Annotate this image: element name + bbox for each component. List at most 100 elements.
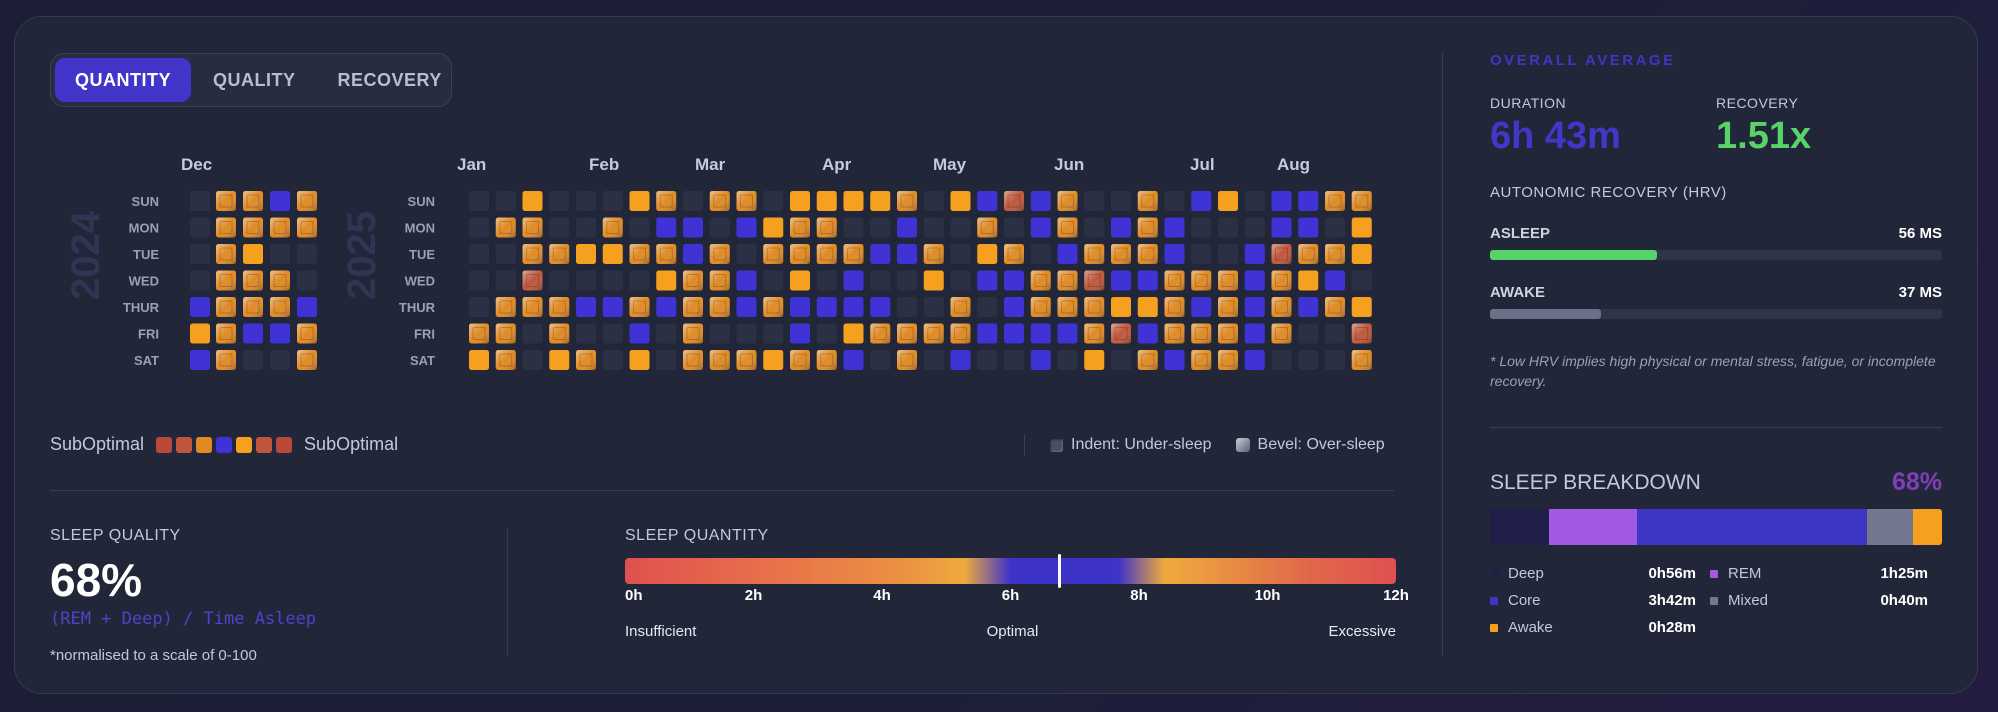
heatmap-cell bbox=[1030, 297, 1051, 317]
heatmap-cell bbox=[870, 244, 891, 264]
year-label-2025: 2025 bbox=[340, 211, 384, 300]
hrv-awake-fill bbox=[1490, 309, 1601, 319]
heatmap-cell bbox=[1244, 217, 1265, 238]
month-label: Mar bbox=[695, 155, 726, 174]
heatmap-cell bbox=[816, 217, 837, 238]
heatmap-cell bbox=[1191, 191, 1212, 211]
heatmap-cell bbox=[763, 323, 784, 344]
heatmap-cell bbox=[469, 323, 489, 344]
heatmap-cell bbox=[1004, 217, 1024, 238]
indent-label: Indent: Under-sleep bbox=[1071, 436, 1212, 453]
heatmap-cell bbox=[576, 323, 596, 344]
heatmap-cell bbox=[549, 217, 570, 238]
sleep-quality-value: 68% bbox=[50, 554, 143, 606]
heatmap-cell bbox=[683, 323, 703, 344]
year-label-2024: 2024 bbox=[64, 210, 108, 300]
hrv-awake-label: AWAKE bbox=[1490, 284, 1546, 301]
gauge-tick: 0h bbox=[625, 587, 643, 604]
tab-quality[interactable]: QUALITY bbox=[213, 69, 296, 90]
breakdown-segment-core bbox=[1636, 509, 1868, 545]
heatmap-cell bbox=[549, 323, 570, 344]
sidebar-divider bbox=[1442, 52, 1443, 656]
heatmap-cell bbox=[297, 270, 317, 291]
heatmap-cell bbox=[216, 191, 236, 211]
sleep-heatmap: 2024 2025 SUN MON TUE WED THUR FRI SAT SUN MON TU… bbox=[64, 155, 1372, 370]
heatmap-cell bbox=[816, 350, 837, 370]
heatmap-cell bbox=[790, 191, 810, 211]
heatmap-cell bbox=[297, 297, 317, 317]
gauge-tick: 12h bbox=[1383, 587, 1409, 604]
heatmap-cell bbox=[1084, 244, 1105, 264]
heatmap-cell bbox=[522, 297, 543, 317]
heatmap-cell bbox=[297, 244, 317, 264]
breakdown-item-core: Core 3h42m bbox=[1490, 592, 1710, 609]
day-label: WED bbox=[405, 274, 435, 289]
heatmap-cell bbox=[736, 191, 757, 211]
heatmap-cell bbox=[469, 297, 489, 317]
heatmap-cell bbox=[522, 350, 543, 370]
heatmap-cell bbox=[816, 270, 837, 291]
heatmap-cell bbox=[1030, 323, 1051, 344]
day-label: THUR bbox=[399, 300, 436, 315]
heatmap-cell bbox=[1004, 323, 1024, 344]
heatmap-cell bbox=[843, 191, 864, 211]
heatmap-cell bbox=[709, 297, 730, 317]
heatmap-cell bbox=[1351, 270, 1372, 291]
heatmap-cell bbox=[216, 323, 236, 344]
heatmap-cell bbox=[656, 323, 677, 344]
sleep-breakdown-title: SLEEP BREAKDOWN bbox=[1490, 470, 1701, 494]
legend-swatch bbox=[276, 436, 293, 453]
heatmap-cell bbox=[190, 244, 210, 264]
heatmap-cell bbox=[950, 350, 971, 370]
heatmap-cell bbox=[1084, 217, 1105, 238]
tab-recovery[interactable]: RECOVERY bbox=[337, 69, 442, 90]
heatmap-cell bbox=[736, 323, 757, 344]
sleep-quality-caption: SLEEP QUALITY bbox=[50, 527, 181, 544]
heatmap-cell bbox=[1244, 191, 1265, 211]
heatmap-cell bbox=[1030, 244, 1051, 264]
heatmap-cell bbox=[1244, 323, 1265, 344]
overall-average-title: OVERALL AVERAGE bbox=[1490, 52, 1676, 69]
heatmap-cell bbox=[495, 270, 516, 291]
breakdown-value: 3h42m bbox=[1648, 592, 1696, 609]
heatmap-cell bbox=[549, 244, 570, 264]
hrv-title: AUTONOMIC RECOVERY (HRV) bbox=[1490, 184, 1727, 201]
heatmap-cell bbox=[923, 350, 944, 370]
month-label: Jan bbox=[457, 155, 486, 174]
heatmap-cell bbox=[1298, 217, 1319, 238]
heatmap-cell bbox=[1218, 350, 1238, 370]
heatmap-cell bbox=[1325, 217, 1345, 238]
day-label: SAT bbox=[134, 353, 159, 368]
heatmap-cell bbox=[1218, 191, 1238, 211]
heatmap-cell bbox=[602, 350, 623, 370]
heatmap-cell bbox=[495, 323, 516, 344]
zone-optimal: Optimal bbox=[986, 623, 1039, 640]
day-label: SUN bbox=[132, 194, 159, 209]
heatmap-cell bbox=[950, 244, 971, 264]
legend-swatch bbox=[176, 436, 193, 453]
heatmap-cell bbox=[1030, 270, 1051, 291]
heatmap-cell bbox=[683, 191, 703, 211]
breakdown-value: 1h25m bbox=[1880, 565, 1928, 582]
legend-swatches bbox=[156, 436, 296, 453]
heatmap-cell bbox=[576, 191, 596, 211]
heatmap-cell bbox=[950, 270, 971, 291]
heatmap-cell bbox=[763, 270, 784, 291]
breakdown-dot bbox=[1710, 569, 1718, 578]
breakdown-name: Awake bbox=[1508, 619, 1553, 636]
tab-quantity[interactable]: QUANTITY bbox=[55, 58, 191, 102]
heatmap-cell bbox=[190, 323, 210, 344]
heatmap-cell bbox=[709, 270, 730, 291]
heatmap-cell bbox=[1191, 217, 1212, 238]
heatmap-cell bbox=[1351, 323, 1372, 344]
heatmap-cell bbox=[656, 270, 677, 291]
heatmap-cell bbox=[736, 244, 757, 264]
heatmap-cell bbox=[1137, 217, 1158, 238]
heatmap-cell bbox=[870, 297, 891, 317]
legend-swatch bbox=[236, 436, 253, 453]
heatmap-cell bbox=[977, 217, 998, 238]
heatmap-cell bbox=[1191, 297, 1212, 317]
heatmap-cell bbox=[1325, 350, 1345, 370]
heatmap-cell bbox=[897, 191, 917, 211]
heatmap-cell bbox=[790, 244, 810, 264]
